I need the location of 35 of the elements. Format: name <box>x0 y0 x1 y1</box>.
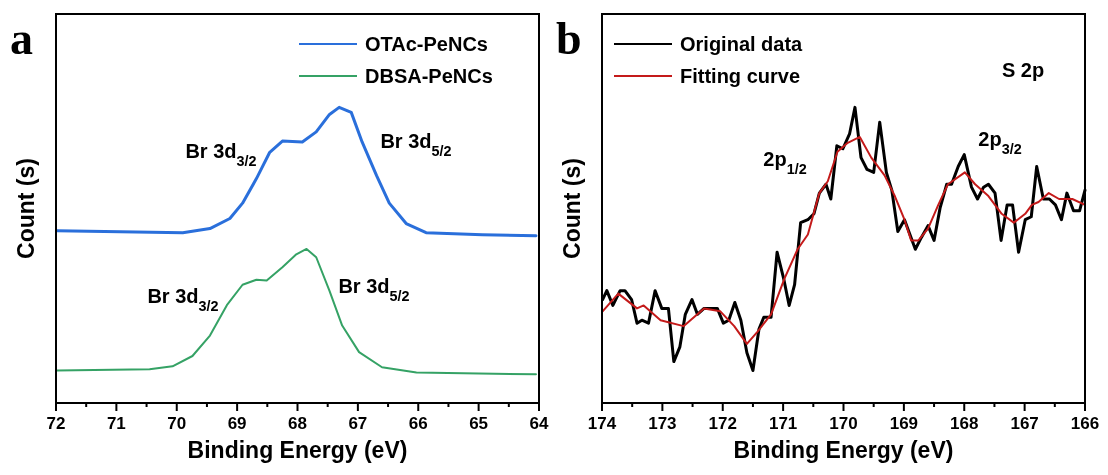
x-tick-label: 65 <box>469 414 489 433</box>
chart-title: b <box>556 13 582 64</box>
x-tick-label: 67 <box>348 414 368 433</box>
x-tick-label: 70 <box>167 414 187 433</box>
x-tick-label: 168 <box>950 414 979 433</box>
chart-title: a <box>10 13 33 64</box>
annotation: Br 3d$_{5/2}$ <box>380 130 452 159</box>
x-tick-label: 68 <box>288 414 307 433</box>
x-tick-label: 72 <box>46 414 66 433</box>
y-axis-title: Count (s) <box>559 158 585 259</box>
x-axis-title: Binding Energy (eV) <box>733 437 954 463</box>
x-tick-label: 169 <box>889 414 919 433</box>
legend-label: OTAc-PeNCs <box>365 33 488 55</box>
legend-label: Fitting curve <box>680 65 801 87</box>
x-tick-label: 171 <box>768 414 798 433</box>
legend-label: DBSA-PeNCs <box>365 65 493 87</box>
x-tick-label: 64 <box>529 414 549 433</box>
annotation: 2p$_{3/2}$ <box>978 128 1022 157</box>
x-tick-label: 173 <box>648 414 677 433</box>
x-tick-label: 66 <box>408 414 428 433</box>
x-tick-label: 170 <box>829 414 858 433</box>
legend-label: Original data <box>680 33 804 55</box>
annotation: Br 3d$_{5/2}$ <box>338 275 410 304</box>
x-tick-label: 69 <box>227 414 247 433</box>
annotation: Br 3d$_{3/2}$ <box>185 140 257 169</box>
x-axis-title: Binding Energy (eV) <box>187 437 408 463</box>
x-tick-label: 174 <box>587 414 617 433</box>
annotation: 2p$_{1/2}$ <box>763 148 807 177</box>
x-tick-label: 167 <box>1010 414 1039 433</box>
text: S 2p <box>1001 59 1045 81</box>
x-tick-label: 172 <box>708 414 737 433</box>
x-tick-label: 71 <box>106 414 126 433</box>
y-axis-title: Count (s) <box>13 158 39 259</box>
annotation: Br 3d$_{3/2}$ <box>147 285 219 314</box>
x-tick-label: 166 <box>1070 414 1100 433</box>
